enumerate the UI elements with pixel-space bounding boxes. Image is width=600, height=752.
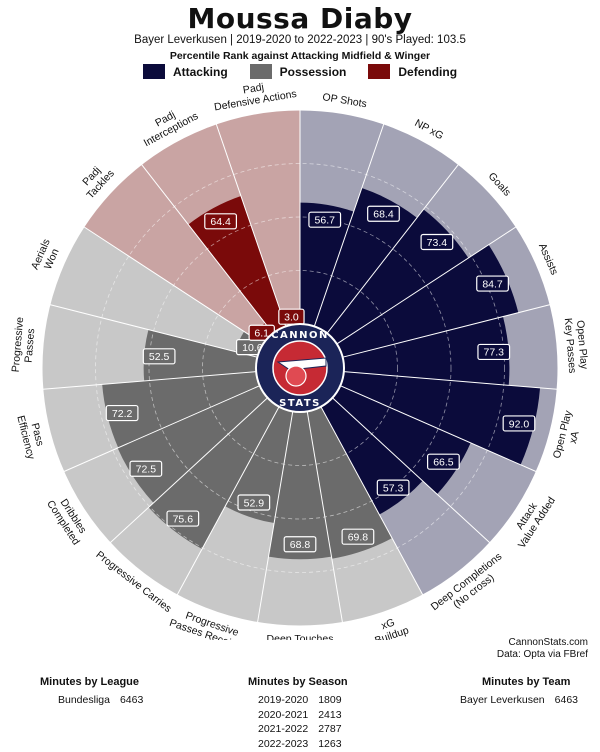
value-text: 64.4 (210, 216, 231, 228)
metric-label-op-shots: OP Shots (322, 91, 368, 110)
legend-swatch-attacking (143, 64, 165, 79)
season-name: 2019-2020 (258, 694, 308, 709)
season-minutes: 1809 (318, 694, 341, 709)
player-name-title: Moussa Diaby (0, 2, 600, 35)
legend-item-defending: Defending (368, 64, 457, 79)
table-row: 2020-2021 2413 (248, 709, 348, 724)
value-text: 72.2 (112, 408, 133, 420)
value-text: 57.3 (383, 482, 404, 494)
percentile-rank-title: Percentile Rank against Attacking Midfie… (0, 50, 600, 62)
legend-label-possession: Possession (280, 65, 347, 79)
value-label-progressive-passes: 52.5 (143, 349, 175, 364)
table-row: Bayer Leverkusen 6463 (460, 694, 578, 709)
minutes-by-league-title: Minutes by League (40, 676, 143, 688)
legend-label-attacking: Attacking (173, 65, 228, 79)
metric-label-line: Passes (23, 328, 38, 363)
metric-label-progressive-passes: ProgressivePasses (10, 316, 39, 373)
metric-label-line: Deep Touches (267, 633, 334, 640)
value-text: 52.9 (244, 497, 265, 509)
metric-label-xg-buildup: xGBuildup (369, 613, 410, 640)
minutes-by-season-table: Minutes by Season 2019-2020 1809 2020-20… (248, 676, 348, 752)
legend-swatch-possession (250, 64, 272, 79)
percentile-radar-chart: 56.7 68.4 73.4 84.7 77.3 92.0 66.5 57.3 69.8 68.8… (0, 80, 600, 640)
cannon-stats-logo: CANNON STATS (256, 324, 344, 412)
value-text: 92.0 (509, 418, 530, 430)
metric-label-padj-defensive-actions: PadjDefensive Actions (211, 80, 297, 113)
season-minutes: 2413 (318, 709, 341, 724)
player-subtitle: Bayer Leverkusen | 2019-2020 to 2022-202… (0, 34, 600, 46)
season-minutes: 1263 (318, 738, 341, 752)
minutes-by-season-title: Minutes by Season (248, 676, 348, 688)
cannon-wheel-icon (286, 366, 306, 386)
team-name: Bayer Leverkusen (460, 694, 545, 709)
value-label-assists: 84.7 (477, 276, 509, 291)
league-minutes: 6463 (120, 694, 143, 709)
table-row: 2019-2020 1809 (248, 694, 348, 709)
value-label-padj-defensive-actions: 3.0 (279, 309, 304, 324)
value-text: 72.5 (136, 464, 157, 476)
value-label-deep-completions-no-cross: 57.3 (377, 480, 409, 495)
minutes-by-team-title: Minutes by Team (460, 676, 578, 688)
value-label-deep-touches: 68.8 (284, 537, 316, 552)
metric-label-open-play-key-passes: Open PlayKey Passes (562, 317, 591, 374)
value-text: 75.6 (173, 513, 194, 525)
legend-label-defending: Defending (398, 65, 457, 79)
value-label-padj-interceptions: 64.4 (205, 214, 237, 229)
value-text: 52.5 (149, 351, 170, 363)
value-text: 69.8 (348, 532, 369, 544)
value-label-dribbles-completed: 72.5 (130, 461, 162, 476)
metric-label-open-play-xa: Open PlayxA (551, 409, 586, 463)
legend: Attacking Possession Defending (0, 64, 600, 79)
value-label-goals: 73.4 (421, 234, 453, 249)
season-name: 2020-2021 (258, 709, 308, 724)
table-row: 2022-2023 1263 (248, 738, 348, 752)
minutes-by-team-table: Minutes by Team Bayer Leverkusen 6463 (460, 676, 578, 709)
legend-item-possession: Possession (250, 64, 347, 79)
metric-label-line: xA (567, 430, 582, 445)
value-text: 56.7 (315, 215, 336, 227)
logo-bottom-text: STATS (279, 398, 321, 409)
value-text: 68.4 (373, 209, 394, 221)
value-label-pass-efficiency: 72.2 (106, 406, 138, 421)
season-minutes: 2787 (318, 723, 341, 738)
metric-label-line: OP Shots (322, 91, 368, 110)
team-minutes: 6463 (555, 694, 578, 709)
value-text: 66.5 (433, 457, 454, 469)
table-row: Bundesliga 6463 (40, 694, 143, 709)
metric-label-pass-efficiency: PassEfficiency (14, 411, 48, 461)
credit-data-source: Data: Opta via FBref (497, 649, 588, 660)
value-text: 3.0 (284, 312, 299, 324)
value-label-np-xg: 68.4 (368, 206, 400, 221)
league-name: Bundesliga (58, 694, 110, 709)
table-row: 2021-2022 2787 (248, 723, 348, 738)
credit-site: CannonStats.com (509, 637, 589, 648)
value-label-open-play-xa: 92.0 (503, 416, 535, 431)
minutes-by-league-table: Minutes by League Bundesliga 6463 (40, 676, 143, 709)
value-label-open-play-key-passes: 77.3 (478, 344, 510, 359)
value-text: 77.3 (484, 347, 505, 359)
legend-item-attacking: Attacking (143, 64, 228, 79)
value-label-attack-value-added: 66.5 (428, 454, 460, 469)
value-label-progressive-carries: 75.6 (167, 511, 199, 526)
logo-top-text: CANNON (271, 330, 329, 341)
season-name: 2022-2023 (258, 738, 308, 752)
season-name: 2021-2022 (258, 723, 308, 738)
value-text: 73.4 (427, 237, 448, 249)
value-label-xg-buildup: 69.8 (342, 529, 374, 544)
value-label-progressive-passes-received: 52.9 (238, 495, 270, 510)
value-text: 84.7 (482, 278, 503, 290)
value-text: 68.8 (290, 539, 311, 551)
value-label-op-shots: 56.7 (309, 212, 341, 227)
metric-label-deep-touches: Deep Touches (267, 633, 334, 640)
metric-label-aerials-won: AerialsWon (29, 237, 64, 276)
legend-swatch-defending (368, 64, 390, 79)
